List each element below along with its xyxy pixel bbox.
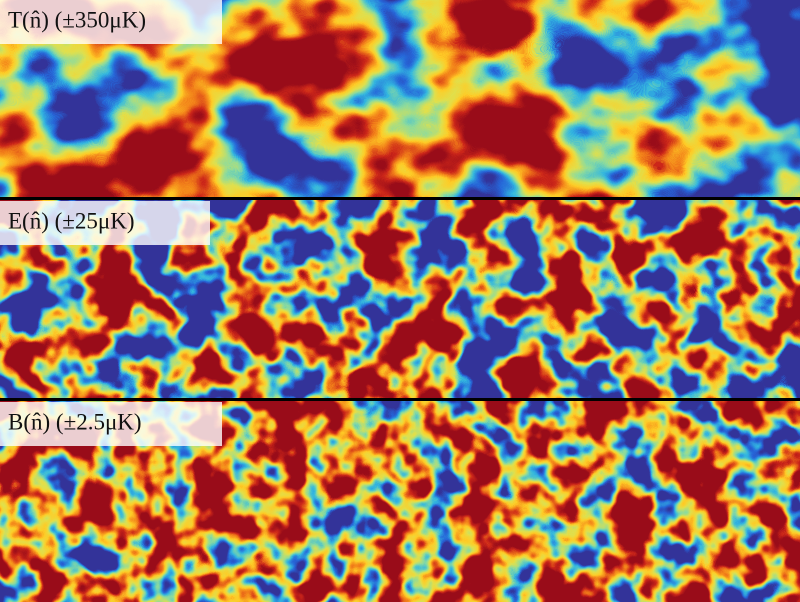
label-box [0, 0, 222, 44]
panel-label: B(n̂) (±2.5μK) [8, 409, 142, 434]
panel-label: T(n̂) (±350μK) [8, 7, 146, 32]
label-box [0, 201, 210, 245]
panel-label: E(n̂) (±25μK) [8, 208, 135, 233]
label-box [0, 402, 222, 446]
